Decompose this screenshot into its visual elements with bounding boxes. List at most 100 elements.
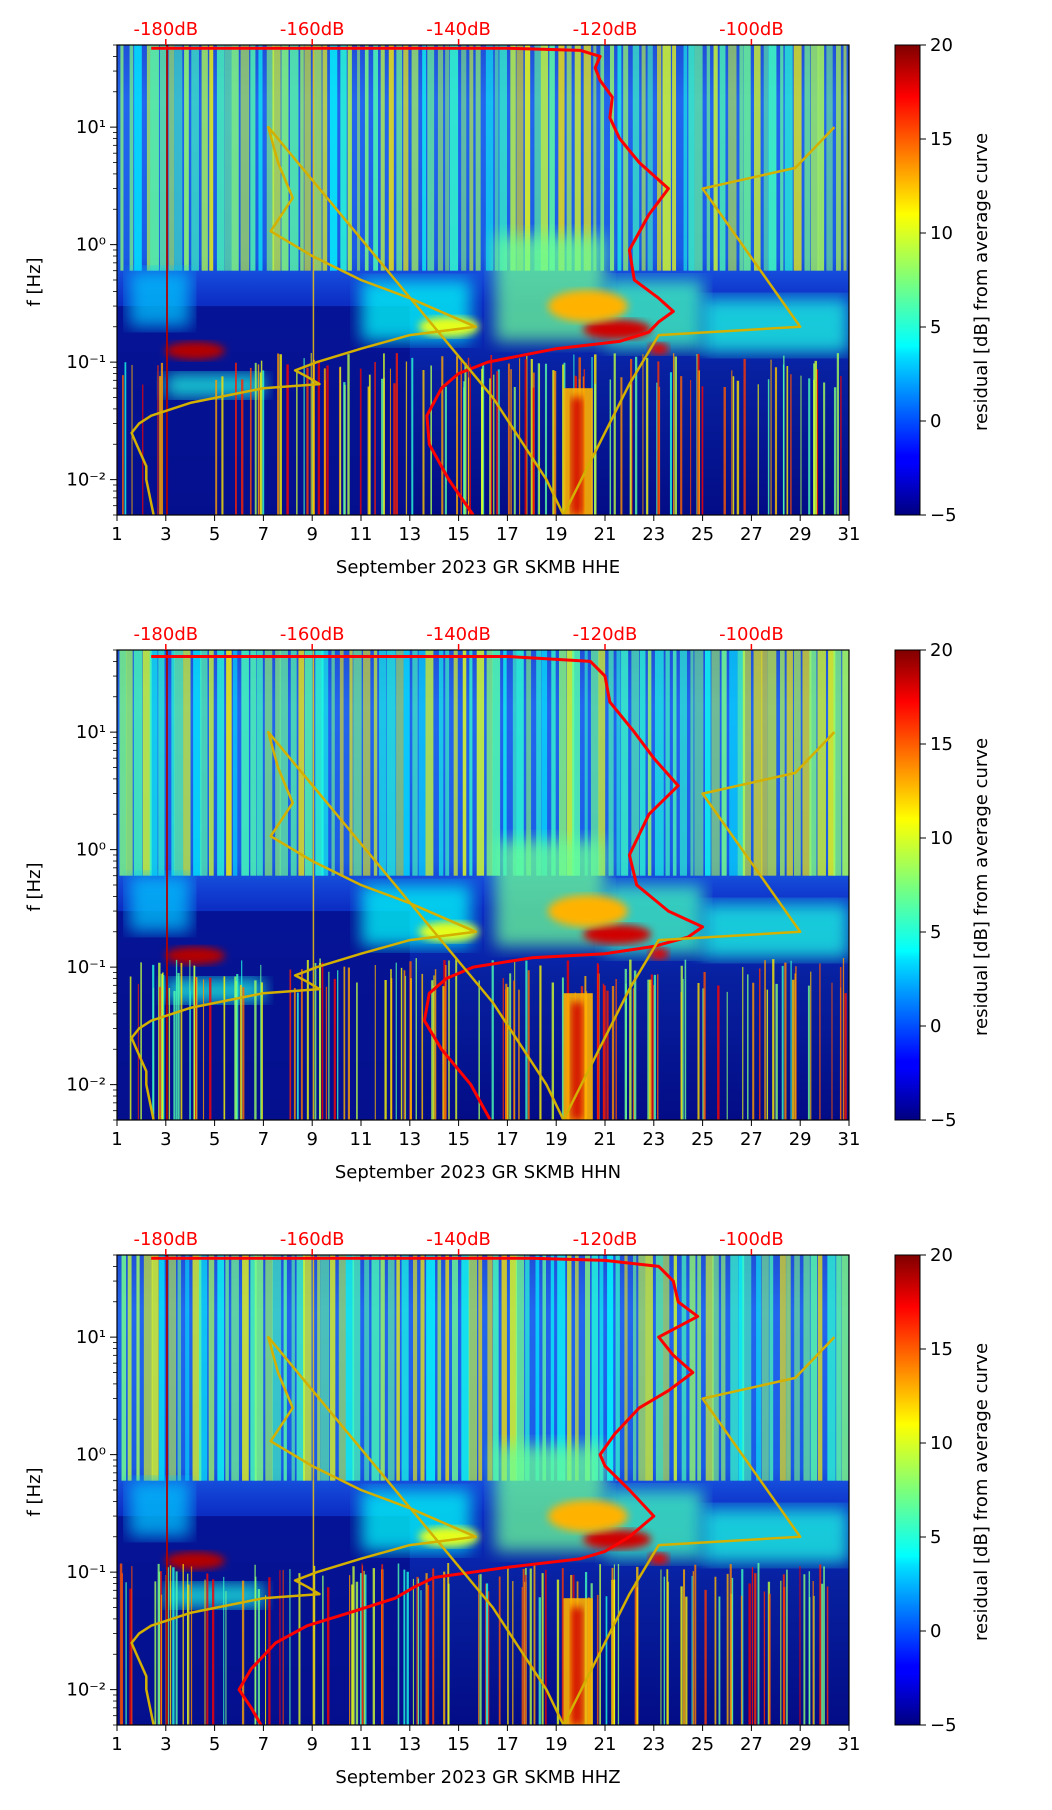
x-tick-label: 1 [111, 524, 122, 545]
chart-series [130, 655, 836, 1120]
colorbar [894, 44, 921, 516]
y-tick-label: 10¹ [76, 117, 106, 138]
x-tick-label: 7 [258, 1734, 269, 1755]
y-tick-label: 10⁻¹ [66, 957, 106, 978]
x-tick-label: 27 [740, 524, 763, 545]
x-tick-label: 17 [496, 524, 519, 545]
y-tick-label: 10⁻² [66, 1680, 106, 1701]
x-tick-label: 19 [545, 1129, 568, 1150]
x-axis-label: September 2023 GR SKMB HHE [336, 557, 620, 578]
x-tick-label: 11 [350, 524, 373, 545]
y-tick-label: 10¹ [76, 722, 106, 743]
db-tick-label: -180dB [133, 19, 198, 40]
panel-hhn: 1 3 5 7 9 11 13 15 17 19 21 23 25 27 29 3110⁻²10⁻¹10⁰10… [24, 624, 992, 1183]
db-tick-label: -100dB [719, 19, 784, 40]
heatmap-area [117, 1255, 849, 1725]
colorbar-tick-label: 20 [930, 1245, 953, 1266]
colorbar-tick-label: 10 [930, 828, 953, 849]
x-tick-label: 7 [258, 524, 269, 545]
db-tick-label: -140dB [426, 624, 491, 645]
heatmap-area [117, 45, 849, 515]
x-tick-label: 23 [642, 524, 665, 545]
x-tick-label: 15 [447, 1734, 470, 1755]
chart-axes: 1 3 5 7 9 11 13 15 17 19 21 23 25 27 29 3110⁻²10⁻¹10⁰10… [66, 19, 956, 545]
db-tick-label: -140dB [426, 1229, 491, 1250]
heatmap-area [117, 650, 849, 1120]
colorbar-tick-label: 0 [930, 1016, 941, 1037]
x-tick-label: 9 [306, 1734, 317, 1755]
x-tick-label: 31 [838, 1734, 861, 1755]
x-tick-label: 3 [160, 1129, 171, 1150]
db-tick-label: -180dB [133, 1229, 198, 1250]
x-tick-label: 5 [209, 1734, 220, 1755]
db-tick-label: -140dB [426, 19, 491, 40]
x-tick-label: 15 [447, 1129, 470, 1150]
x-tick-label: 19 [545, 1734, 568, 1755]
colorbar [894, 1254, 921, 1726]
panel-hhe: 1 3 5 7 9 11 13 15 17 19 21 23 25 27 29 3110⁻²10⁻¹10⁰10… [24, 19, 992, 578]
x-tick-label: 13 [398, 1734, 421, 1755]
colorbar-tick-label: −5 [930, 505, 957, 526]
colorbar-tick-label: 5 [930, 1527, 941, 1548]
yellow-curve [130, 1335, 836, 1725]
x-tick-label: 25 [691, 524, 714, 545]
chart-series [130, 46, 836, 515]
db-tick-label: -120dB [573, 624, 638, 645]
x-tick-label: 29 [789, 1734, 812, 1755]
y-tick-label: 10⁰ [76, 235, 106, 256]
x-tick-label: 31 [838, 524, 861, 545]
colorbar-tick-label: 20 [930, 640, 953, 661]
colorbar-label: residual [dB] from average curve [971, 133, 992, 431]
x-tick-label: 3 [160, 524, 171, 545]
db-tick-label: -100dB [719, 1229, 784, 1250]
x-tick-label: 27 [740, 1734, 763, 1755]
colorbar-tick-label: −5 [930, 1715, 957, 1736]
x-tick-label: 5 [209, 1129, 220, 1150]
x-tick-label: 1 [111, 1129, 122, 1150]
colorbar-tick-label: 15 [930, 1339, 953, 1360]
colorbar-tick-label: 20 [930, 35, 953, 56]
colorbar-tick-label: 15 [930, 734, 953, 755]
x-tick-label: 1 [111, 1734, 122, 1755]
x-tick-label: 9 [306, 1129, 317, 1150]
x-tick-label: 9 [306, 524, 317, 545]
colorbar-tick-label: 5 [930, 922, 941, 943]
red-curve [151, 46, 675, 515]
y-axis-label: f [Hz] [24, 257, 45, 306]
chart-axes: 1 3 5 7 9 11 13 15 17 19 21 23 25 27 29 3110⁻²10⁻¹10⁰10… [66, 1229, 956, 1755]
colorbar-tick-label: 0 [930, 411, 941, 432]
x-tick-label: 11 [350, 1734, 373, 1755]
db-tick-label: -120dB [573, 19, 638, 40]
x-axis-label: September 2023 GR SKMB HHN [335, 1162, 621, 1183]
x-tick-label: 27 [740, 1129, 763, 1150]
x-tick-label: 25 [691, 1734, 714, 1755]
colorbar-tick-label: −5 [930, 1110, 957, 1131]
y-tick-label: 10⁻¹ [66, 352, 106, 373]
x-tick-label: 13 [398, 1129, 421, 1150]
x-tick-label: 23 [642, 1129, 665, 1150]
y-tick-label: 10⁻¹ [66, 1562, 106, 1583]
colorbar-tick-label: 0 [930, 1621, 941, 1642]
x-tick-label: 3 [160, 1734, 171, 1755]
x-tick-label: 31 [838, 1129, 861, 1150]
yellow-curve [130, 125, 836, 515]
panel-hhz: 1 3 5 7 9 11 13 15 17 19 21 23 25 27 29 3110⁻²10⁻¹10⁰10… [24, 1229, 992, 1788]
colorbar-tick-label: 10 [930, 223, 953, 244]
x-tick-label: 25 [691, 1129, 714, 1150]
chart-series [130, 1256, 836, 1725]
db-tick-label: -180dB [133, 624, 198, 645]
y-tick-label: 10⁰ [76, 840, 106, 861]
x-tick-label: 23 [642, 1734, 665, 1755]
colorbar-label: residual [dB] from average curve [971, 738, 992, 1036]
y-axis-label: f [Hz] [24, 862, 45, 911]
yellow-curve [130, 730, 836, 1120]
x-tick-label: 21 [594, 524, 617, 545]
db-tick-label: -120dB [573, 1229, 638, 1250]
colorbar-tick-label: 5 [930, 317, 941, 338]
colorbar-tick-label: 15 [930, 129, 953, 150]
y-axis-label: f [Hz] [24, 1467, 45, 1516]
x-tick-label: 19 [545, 524, 568, 545]
x-tick-label: 7 [258, 1129, 269, 1150]
x-tick-label: 11 [350, 1129, 373, 1150]
